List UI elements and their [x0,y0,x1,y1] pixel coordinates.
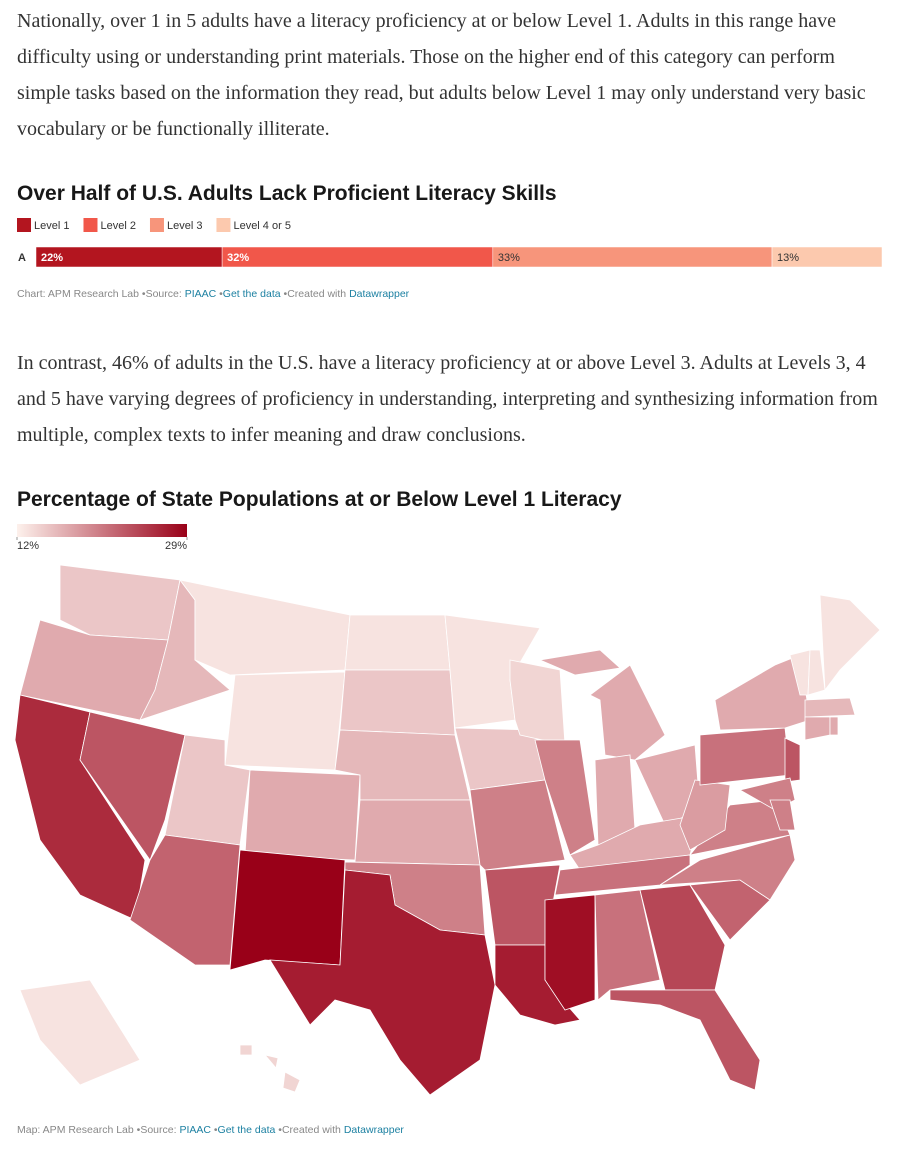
chart-title: Over Half of U.S. Adults Lack Proficient… [17,182,557,205]
paragraph: In contrast, 46% of adults in the U.S. h… [17,352,878,446]
paragraph: Nationally, over 1 in 5 adults have a li… [17,10,866,140]
credit: Map: APM Research Lab [17,1124,134,1136]
state [469,779,566,871]
legend-label: Level 3 [167,220,202,232]
credit: Chart: APM Research Lab [17,288,139,300]
source-label: Source: [145,288,182,300]
state [244,769,361,861]
state [79,711,186,861]
state [269,869,496,1096]
separator [134,1124,141,1136]
created: Created with [281,1124,341,1136]
state [769,799,796,831]
state [59,564,181,641]
source-label: Source: [140,1124,177,1136]
state [679,779,731,851]
state [804,697,856,718]
value-label: 32% [227,252,249,264]
state [229,849,346,971]
value-label: 33% [498,252,520,264]
chart-footer: Chart: APM Research Lab Source: PIAAC Get … [17,288,409,300]
state [179,579,351,676]
state [339,669,456,736]
bar-segment [35,246,223,268]
legend-swatch [216,218,231,232]
bar-segment [771,246,883,268]
state [819,594,881,692]
state [829,716,839,736]
created: Created with [287,288,347,300]
state [639,884,726,991]
bar-segment [492,246,773,268]
state [594,889,661,1001]
state [224,671,346,771]
scale-label: 29% [165,540,187,552]
separator [211,1124,218,1136]
state [354,799,481,866]
category-label: A [18,252,26,264]
state [344,614,451,671]
state [699,727,791,786]
legend-label: Level 2 [100,220,135,232]
legend-label: Level 4 or 5 [233,220,290,232]
chart-footer: Map: APM Research Lab Source: PIAAC Get th… [17,1124,404,1136]
chart-title: Percentage of State Populations at or Be… [17,488,622,511]
separator [139,288,146,300]
source-link[interactable]: PIAAC [179,1124,211,1136]
legend-swatch [149,218,164,232]
state [609,989,761,1091]
separator [216,288,223,300]
state [804,716,831,741]
legend-swatch [17,218,31,232]
choropleth-map: 12% 29% [14,524,881,1096]
value-label: 13% [777,252,799,264]
bar-chart: Level 1 Level 2 Level 3 Level 4 or 5 A 22% 32%… [17,218,883,268]
state [534,739,596,856]
separator [281,288,288,300]
color-scale [17,524,187,537]
data-link[interactable]: Get the data [217,1124,276,1136]
legend-label: Level 1 [34,220,69,232]
state [239,1044,301,1093]
state [554,854,691,896]
tool-link[interactable]: Datawrapper [349,288,410,300]
legend-swatch [83,218,98,232]
state [659,834,796,901]
tool-link[interactable]: Datawrapper [343,1124,404,1136]
value-label: 22% [41,252,63,264]
state [784,737,801,783]
state [509,659,566,746]
bar-segment [221,246,494,268]
data-link[interactable]: Get the data [222,288,281,300]
state [807,649,826,696]
separator [275,1124,282,1136]
state [129,834,241,966]
state [19,979,141,1086]
state [544,894,596,1011]
scale-label: 12% [17,540,39,552]
source-link[interactable]: PIAAC [184,288,217,300]
